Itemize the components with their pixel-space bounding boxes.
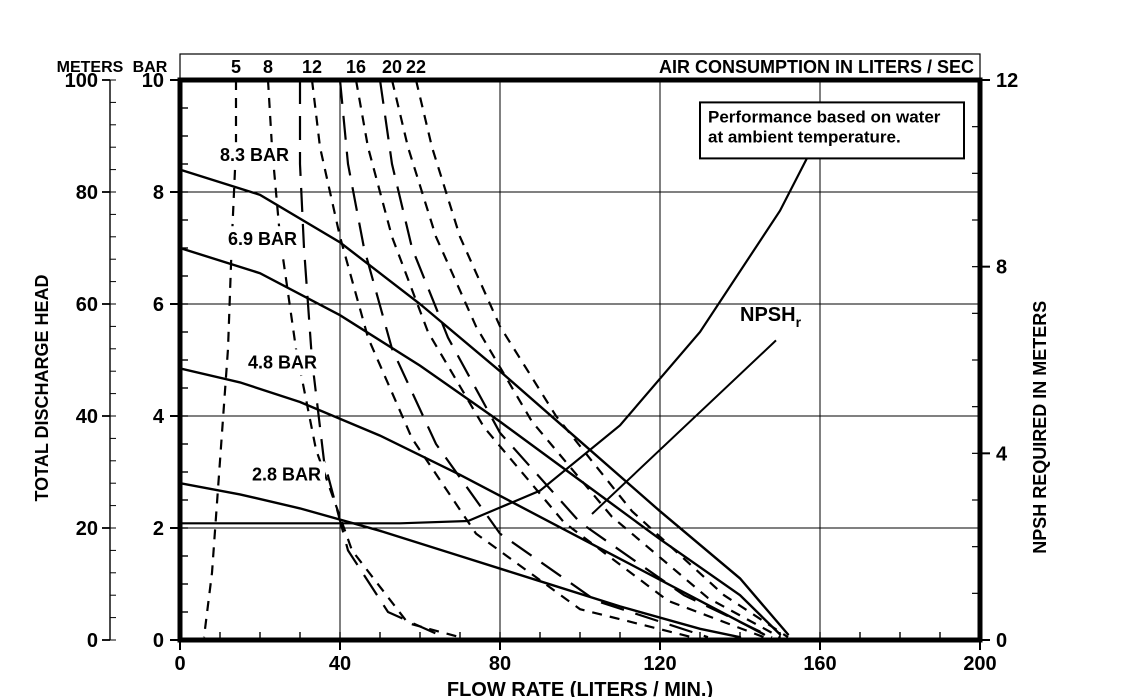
y-meters-title: METERS <box>57 59 124 76</box>
y-bar-tick-label: 6 <box>153 294 164 316</box>
top-air-label: 12 <box>302 57 322 77</box>
note-line: at ambient temperature. <box>708 127 901 146</box>
x-axis-title: FLOW RATE (LITERS / MIN.) <box>447 679 713 697</box>
chart-stage: 04080120160200FLOW RATE (LITERS / MIN.)0… <box>0 0 1121 697</box>
y-meters-tick-label: 40 <box>76 406 98 428</box>
x-tick-label: 40 <box>329 653 351 675</box>
note-line: Performance based on water <box>708 107 941 126</box>
y-npsh-tick-label: 12 <box>996 70 1018 92</box>
y-meters-tick-label: 60 <box>76 294 98 316</box>
x-tick-label: 120 <box>643 653 676 675</box>
pressure-curve-label: 6.9 BAR <box>228 229 297 249</box>
y-meters-tick-label: 80 <box>76 182 98 204</box>
top-air-label: 5 <box>231 57 241 77</box>
x-tick-label: 0 <box>174 653 185 675</box>
performance-chart: 04080120160200FLOW RATE (LITERS / MIN.)0… <box>0 0 1121 697</box>
y-left-outer-title: TOTAL DISCHARGE HEAD <box>32 274 52 501</box>
y-right-title: NPSH REQUIRED IN METERS <box>1030 301 1050 554</box>
y-npsh-tick-label: 8 <box>996 257 1007 279</box>
x-tick-label: 160 <box>803 653 836 675</box>
y-meters-tick-label: 20 <box>76 518 98 540</box>
x-tick-label: 80 <box>489 653 511 675</box>
top-axis-title: AIR CONSUMPTION IN LITERS / SEC <box>659 57 974 77</box>
y-bar-tick-label: 0 <box>153 630 164 652</box>
y-bar-tick-label: 2 <box>153 518 164 540</box>
y-npsh-tick-label: 0 <box>996 630 1007 652</box>
pressure-curve-label: 8.3 BAR <box>220 145 289 165</box>
top-air-label: 16 <box>346 57 366 77</box>
pressure-curve-label: 2.8 BAR <box>252 464 321 484</box>
y-bar-tick-label: 8 <box>153 182 164 204</box>
top-air-label: 22 <box>406 57 426 77</box>
top-air-label: 8 <box>263 57 273 77</box>
x-tick-label: 200 <box>963 653 996 675</box>
top-air-label: 20 <box>382 57 402 77</box>
y-npsh-tick-label: 4 <box>996 443 1008 465</box>
y-bar-tick-label: 4 <box>153 406 165 428</box>
y-bar-title: BAR <box>133 59 168 76</box>
pressure-curve-label: 4.8 BAR <box>248 352 317 372</box>
y-meters-tick-label: 0 <box>87 630 98 652</box>
